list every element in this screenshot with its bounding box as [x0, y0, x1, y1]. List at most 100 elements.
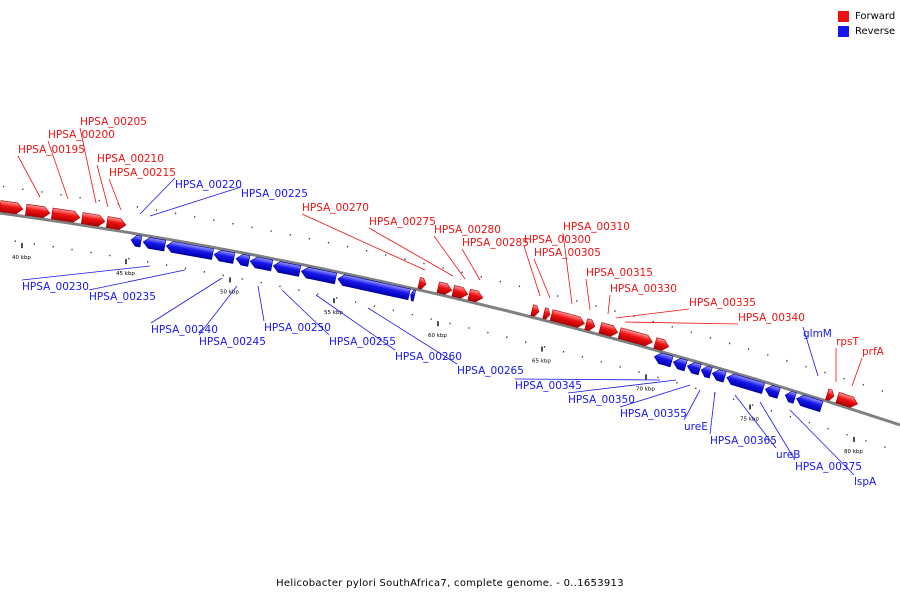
leader-line — [21, 265, 151, 281]
legend-item-forward: Forward — [838, 9, 895, 24]
gene-label[interactable]: HPSA_00210 — [97, 153, 164, 165]
leader-line — [47, 140, 69, 200]
gene-hpsa-00205[interactable] — [50, 207, 81, 223]
gene-hpsa-00300[interactable] — [530, 304, 540, 317]
gene-hpsa-00305[interactable] — [542, 307, 552, 320]
gene-hpsa-00225[interactable] — [142, 237, 167, 252]
gene-label[interactable]: HPSA_00330 — [610, 283, 677, 295]
gene-hpsa-00200[interactable] — [24, 203, 51, 219]
gene-rpst[interactable] — [825, 388, 835, 402]
gene-lspa[interactable] — [784, 390, 797, 404]
gene-label[interactable]: lspA — [854, 476, 877, 488]
gene-label[interactable]: HPSA_00225 — [241, 188, 308, 200]
gene-hpsa-00365[interactable] — [711, 368, 727, 383]
scale-label: 75 kbp — [740, 416, 759, 422]
gene-label[interactable]: HPSA_00315 — [586, 267, 653, 279]
gene-label[interactable]: HPSA_00245 — [199, 336, 266, 348]
gene-hpsa-00270[interactable] — [417, 277, 427, 290]
gene-hpsa-00315[interactable] — [584, 318, 597, 332]
gene-label[interactable]: HPSA_00240 — [151, 324, 218, 336]
gene-label[interactable]: rpsT — [836, 336, 859, 348]
gene-hpsa-00345[interactable] — [653, 351, 674, 368]
gene-prfa[interactable] — [835, 391, 859, 409]
gene-label[interactable]: HPSA_00215 — [109, 167, 176, 179]
gene-label[interactable]: HPSA_00365 — [710, 435, 777, 447]
gene-hpsa-00195[interactable] — [0, 200, 24, 215]
leader-line — [257, 285, 265, 322]
gene-label[interactable]: HPSA_00340 — [738, 312, 805, 324]
gene-label[interactable]: HPSA_00305 — [534, 247, 601, 259]
gene-hpsa-00330[interactable] — [598, 322, 619, 338]
gene-label[interactable]: HPSA_00335 — [689, 297, 756, 309]
leader-line — [108, 178, 122, 211]
gene-label[interactable]: HPSA_00195 — [18, 144, 85, 156]
scale-label: 55 kbp — [324, 310, 343, 316]
gene-label[interactable]: HPSA_00220 — [175, 179, 242, 191]
gene-label[interactable]: HPSA_00300 — [524, 234, 591, 246]
gene-label[interactable]: HPSA_00255 — [329, 336, 396, 348]
gene-hpsa-00210[interactable] — [80, 212, 106, 227]
gene-label[interactable]: ureB — [776, 449, 800, 461]
gene-label[interactable]: HPSA_00205 — [80, 116, 147, 128]
gene-label[interactable]: HPSA_00375 — [795, 461, 862, 473]
gene-hpsa-00255[interactable] — [300, 266, 338, 285]
leader-line — [562, 232, 573, 305]
leader-line — [198, 285, 238, 336]
scale-label: 60 kbp — [428, 333, 447, 339]
forward-swatch-icon — [838, 11, 849, 22]
gene-label[interactable]: HPSA_00260 — [395, 351, 462, 363]
gene-hpsa-00340[interactable] — [653, 337, 670, 352]
gene-label[interactable]: HPSA_00270 — [302, 202, 369, 214]
gene-hpsa-00265[interactable] — [409, 289, 417, 302]
gene-label[interactable]: HPSA_00285 — [462, 237, 529, 249]
gene-label[interactable]: HPSA_00345 — [515, 380, 582, 392]
scale-label: 40 kbp — [12, 255, 31, 261]
leader-line — [619, 384, 691, 408]
scale-label: 65 kbp — [532, 359, 551, 365]
scale-label: 70 kbp — [636, 386, 655, 392]
legend-label-reverse: Reverse — [855, 26, 896, 37]
gene-hpsa-00215[interactable] — [105, 216, 127, 231]
scale-label: 50 kbp — [220, 289, 239, 295]
gene-hpsa-00350[interactable] — [672, 357, 688, 372]
gene-label[interactable]: HPSA_00280 — [434, 224, 501, 236]
gene-hpsa-00230[interactable] — [165, 240, 214, 260]
gene-hpsa-00240[interactable] — [235, 253, 251, 267]
gene-hpsa-00260[interactable] — [337, 273, 411, 301]
gene-label[interactable]: prfA — [862, 346, 885, 358]
gene-hpsa-00335[interactable] — [617, 327, 654, 348]
gene-label[interactable]: HPSA_00310 — [563, 221, 630, 233]
gene-uree[interactable] — [700, 365, 713, 379]
leader-line — [433, 235, 466, 280]
gene-hpsa-00275[interactable] — [436, 281, 453, 296]
gene-ureb[interactable] — [725, 372, 766, 395]
gene-label[interactable]: HPSA_00350 — [568, 394, 635, 406]
leader-line — [96, 164, 109, 208]
gene-label[interactable]: HPSA_00230 — [22, 281, 89, 293]
gene-label[interactable]: glmM — [803, 328, 832, 340]
leader-line — [301, 213, 426, 271]
leader-line — [514, 378, 661, 381]
legend-label-forward: Forward — [855, 11, 896, 22]
gene-label[interactable]: HPSA_00355 — [620, 408, 687, 420]
gene-hpsa-00235[interactable] — [213, 249, 236, 264]
gene-hpsa-00245[interactable] — [249, 256, 274, 272]
gene-label[interactable]: ureE — [684, 421, 708, 433]
gene-hpsa-00250[interactable] — [272, 260, 302, 277]
leader-line — [150, 277, 223, 324]
gene-hpsa-00285[interactable] — [467, 288, 484, 303]
gene-label[interactable]: HPSA_00275 — [369, 216, 436, 228]
gene-label[interactable]: HPSA_00200 — [48, 129, 115, 141]
gene-glmm[interactable] — [795, 393, 824, 413]
gene-label[interactable]: HPSA_00250 — [264, 322, 331, 334]
legend-item-reverse: Reverse — [838, 24, 895, 39]
gene-hpsa-00375[interactable] — [764, 384, 781, 399]
gene-hpsa-00220[interactable] — [130, 234, 143, 248]
gene-hpsa-00310[interactable] — [549, 309, 586, 329]
gene-label[interactable]: HPSA_00265 — [457, 365, 524, 377]
gene-label[interactable]: HPSA_00235 — [89, 291, 156, 303]
gene-hpsa-00355[interactable] — [686, 361, 702, 376]
leader-line — [607, 294, 611, 315]
gene-hpsa-00280[interactable] — [451, 285, 469, 299]
leader-line — [533, 258, 551, 299]
